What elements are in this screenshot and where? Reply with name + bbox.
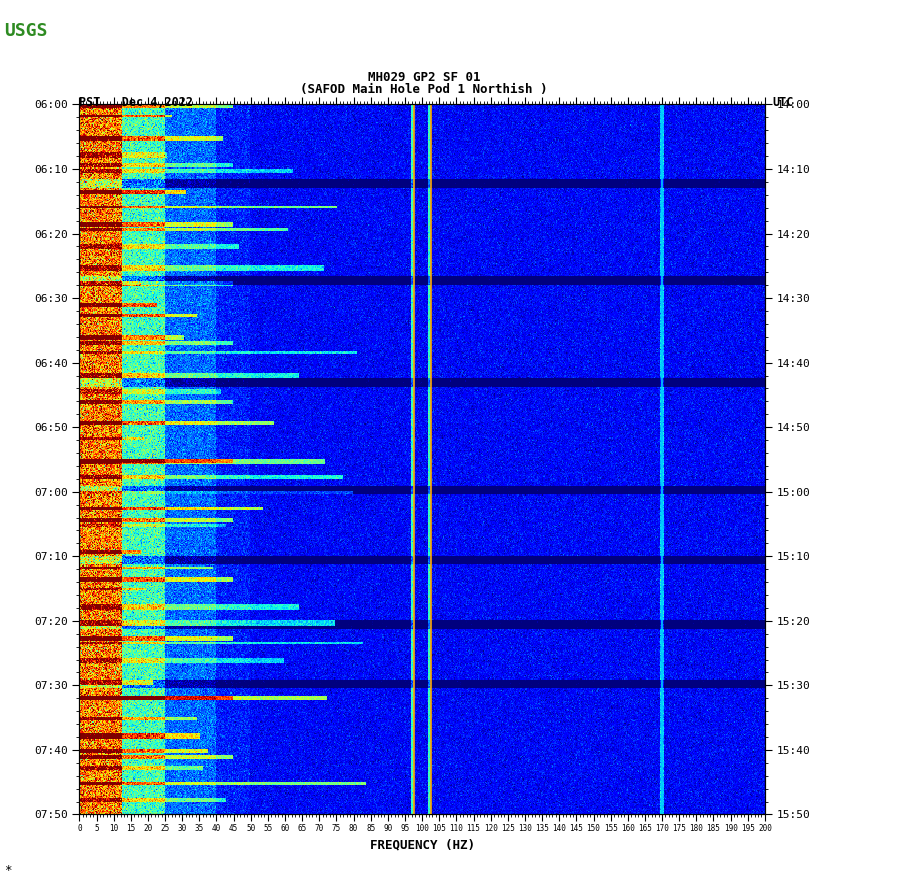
Text: MH029 GP2 SF 01: MH029 GP2 SF 01: [368, 71, 480, 84]
Text: UTC: UTC: [772, 96, 794, 109]
Text: *: *: [5, 864, 12, 877]
Text: (SAFOD Main Hole Pod 1 Northish ): (SAFOD Main Hole Pod 1 Northish ): [300, 83, 548, 96]
Text: PST   Dec 4,2022: PST Dec 4,2022: [79, 96, 193, 109]
Text: USGS: USGS: [5, 22, 48, 40]
X-axis label: FREQUENCY (HZ): FREQUENCY (HZ): [370, 839, 474, 852]
